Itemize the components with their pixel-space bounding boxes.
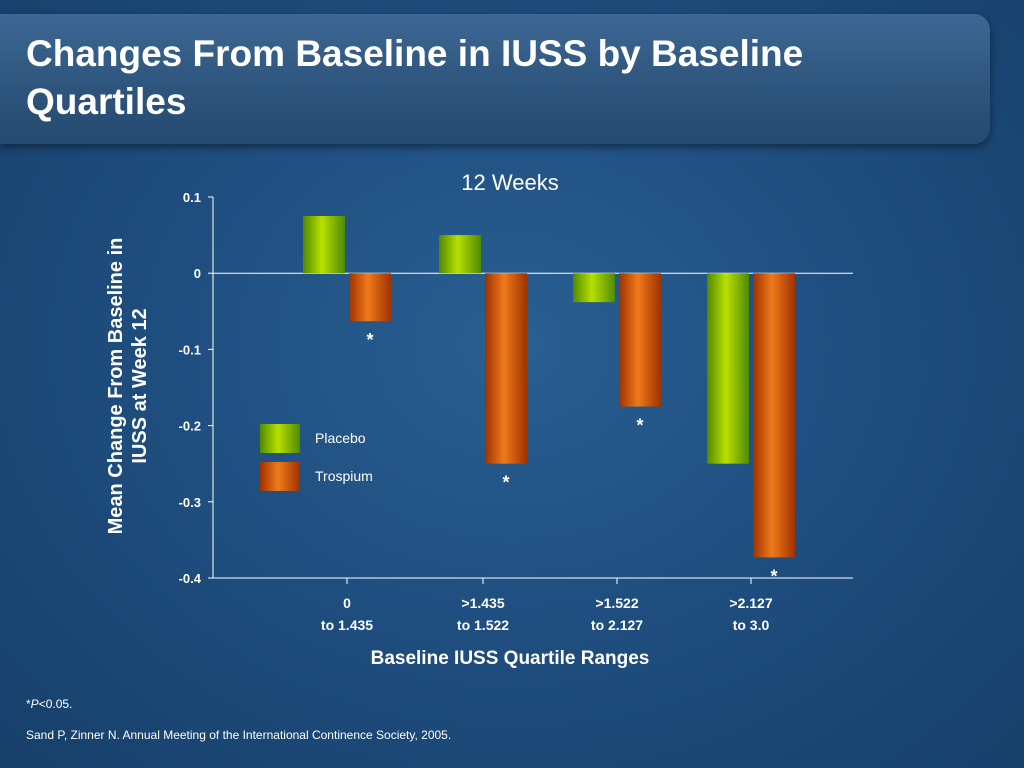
footnote-p: P <box>30 697 39 711</box>
legend-swatch-trospium <box>260 462 300 491</box>
y-tick-label: 0.1 <box>183 190 201 205</box>
trospium-bar <box>485 273 527 464</box>
y-tick-label: -0.2 <box>179 419 201 434</box>
citation: Sand P, Zinner N. Annual Meeting of the … <box>26 728 452 742</box>
x-tick-label: >2.127 <box>729 595 772 611</box>
x-tick-label: >1.522 <box>595 595 638 611</box>
x-tick-label: >1.435 <box>461 595 504 611</box>
legend-swatch-placebo <box>260 424 300 453</box>
y-tick-label: -0.3 <box>179 495 201 510</box>
legend-label-trospium: Trospium <box>315 468 373 484</box>
footnote-star: * <box>26 697 31 711</box>
trospium-bar <box>349 273 391 322</box>
legend-label-placebo: Placebo <box>315 430 366 446</box>
trospium-bar <box>619 273 661 407</box>
title-bar <box>0 14 990 144</box>
placebo-bar <box>303 216 345 274</box>
x-tick-label: to 1.435 <box>321 617 373 633</box>
significance-star: * <box>502 473 509 493</box>
y-tick-label: 0 <box>194 266 201 281</box>
footnote: *P<0.05. <box>26 697 72 711</box>
x-tick-label: 0 <box>343 595 351 611</box>
y-tick-label: -0.1 <box>179 342 201 357</box>
chart-subtitle: 12 Weeks <box>461 170 559 195</box>
placebo-bar <box>573 273 615 303</box>
x-tick-label: to 3.0 <box>733 617 770 633</box>
x-axis-label: Baseline IUSS Quartile Ranges <box>370 648 650 669</box>
x-tick-label: to 2.127 <box>591 617 643 633</box>
placebo-bar <box>707 273 749 464</box>
significance-star: * <box>366 330 373 350</box>
y-tick-label: -0.4 <box>179 571 202 586</box>
trospium-bar <box>753 273 795 558</box>
significance-star: * <box>636 416 643 436</box>
significance-star: * <box>770 566 777 586</box>
placebo-bar <box>439 235 481 274</box>
x-tick-label: to 1.522 <box>457 617 509 633</box>
footnote-text: <0.05. <box>38 697 73 711</box>
slide-title: Changes From Baseline in IUSS by Baselin… <box>26 33 804 122</box>
